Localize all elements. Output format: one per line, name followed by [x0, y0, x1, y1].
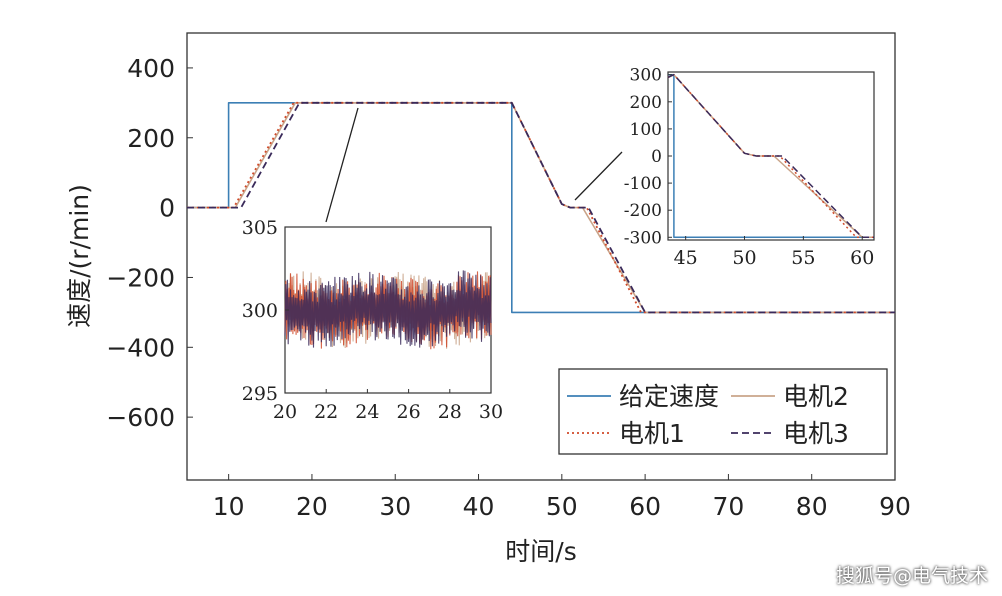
y-tick-label: −400	[106, 333, 175, 362]
inset2-x-tick-label: 50	[732, 247, 756, 269]
legend-label: 电机2	[783, 382, 849, 411]
legend-label: 电机1	[619, 419, 685, 448]
y-tick-label: −200	[106, 263, 175, 292]
x-axis-label: 时间/s	[505, 537, 576, 566]
x-tick-label: 40	[463, 492, 495, 521]
inset2-y-tick-label: 100	[630, 120, 662, 140]
x-tick-label: 20	[296, 492, 328, 521]
plot-frame	[186, 32, 896, 481]
inset1-x-tick-label: 22	[314, 401, 338, 423]
watermark: 搜狐号@电气技术	[835, 565, 988, 587]
inset2-y-tick-label: -100	[624, 174, 662, 194]
y-tick-label: 0	[159, 194, 175, 223]
inset1-x-tick-label: 20	[273, 401, 297, 423]
inset-steady-state: 20 22 24 26 28 30 305 300 295	[242, 217, 503, 423]
x-tick-label: 10	[213, 492, 245, 521]
zoom-pointer-1	[325, 107, 359, 223]
x-tick-label: 90	[879, 492, 911, 521]
x-tick-label: 60	[629, 492, 661, 521]
legend-box	[558, 368, 888, 455]
inset1-series-3	[284, 270, 492, 348]
legend: 给定速度 电机2 电机1 电机3	[558, 368, 888, 455]
series-line-4	[187, 101, 895, 314]
inset1-x-tick-label: 26	[397, 401, 421, 423]
inset2-y-tick-label: 300	[630, 66, 662, 86]
legend-label: 电机3	[783, 419, 849, 448]
inset1-x-tick-label: 28	[438, 401, 462, 423]
main-plot: 10 20 30 40 50 60 70 80 904002000−200−400−600时间/…	[65, 32, 911, 566]
inset2-y-tick-label: 200	[630, 93, 662, 113]
inset1-y-tick-label: 305	[242, 217, 278, 239]
x-tick-label: 30	[379, 492, 411, 521]
inset2-x-tick-label: 45	[674, 247, 698, 269]
legend-label: 给定速度	[619, 382, 719, 411]
inset-deceleration: 45 50 55 60 300 200 100 0 -100 -200 -300	[624, 66, 875, 269]
inset2-y-tick-label: -200	[624, 201, 662, 221]
y-tick-label: 200	[127, 124, 175, 153]
inset1-y-tick-label: 300	[242, 300, 278, 322]
zoom-pointer-2	[574, 151, 623, 201]
inset1-y-tick-label: 295	[242, 383, 278, 405]
inset1-x-tick-label: 24	[355, 401, 379, 423]
inset2-x-tick-label: 55	[791, 247, 815, 269]
x-tick-label: 80	[796, 492, 828, 521]
y-tick-label: 400	[127, 54, 175, 83]
x-tick-label: 70	[713, 492, 745, 521]
inset1-x-tick-label: 30	[479, 401, 503, 423]
x-tick-label: 50	[546, 492, 578, 521]
inset2-y-tick-label: -300	[624, 228, 662, 248]
inset2-y-tick-label: 0	[651, 147, 662, 167]
y-axis-label: 速度/(r/min)	[65, 184, 94, 328]
inset2-x-tick-label: 60	[850, 247, 874, 269]
y-tick-label: −600	[106, 403, 175, 432]
series-line-3	[187, 101, 895, 314]
